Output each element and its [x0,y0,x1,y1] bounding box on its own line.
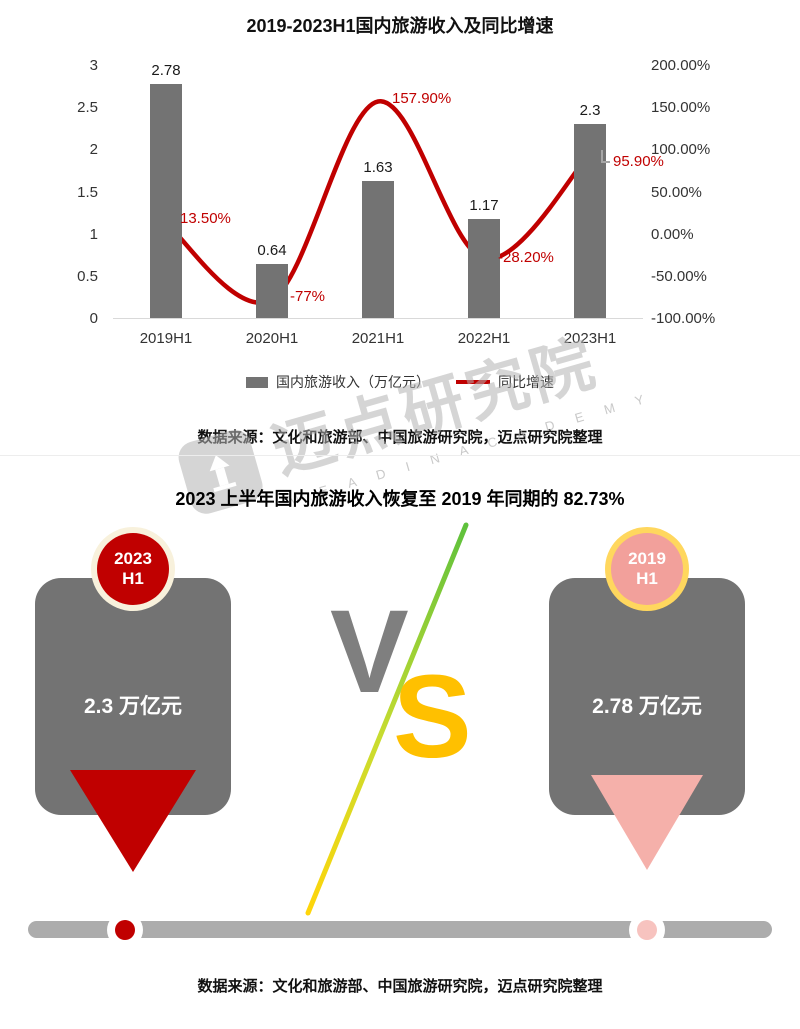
y-tick-right-6: -100.00% [651,310,716,327]
y-tick-left-4: 1 [89,225,98,243]
x-axis-label-2023H1: 2023H1 [563,330,617,347]
trend-label-2019H1: 13.50% [180,210,231,227]
comparison-infographic-section: 2023 上半年国内旅游收入恢复至 2019 年同期的 82.73% 2.3 万… [0,455,800,1029]
down-triangle-pink-icon [591,775,703,870]
label-connector [601,150,610,163]
timeline-bar [28,921,772,938]
right-axis: 200.00% 150.00% 100.00% 50.00% 0.00% -50.00% -… [651,57,746,327]
badge-2023h1-year: 2023 [114,549,152,569]
timeline-dot-2023-inner [115,920,135,940]
trend-label-2021H1: 157.90% [392,90,452,107]
revenue-chart-section: 2019-2023H1国内旅游收入及同比增速 3 2.5 2 1.5 1 0.5 0 200… [0,0,800,455]
bar-2023H1 [574,124,606,318]
badge-2023h1-inner: 2023 H1 [97,533,169,605]
trend-label-2020H1: -77% [290,288,326,305]
trend-line-chart [163,99,593,305]
badge-2019h1: 2019 H1 [605,527,689,611]
timeline-dot-2019-inner [637,920,657,940]
left-axis: 3 2.5 2 1.5 1 0.5 0 [38,57,98,327]
chart-title: 2019-2023H1国内旅游收入及同比增速 [246,16,554,36]
bar-2020H1 [256,264,288,318]
section-divider [0,455,800,456]
bar-swatch-icon [246,376,268,388]
y-tick-left-3: 1.5 [77,183,98,201]
bar-value-label-2021H1: 1.63 [363,158,393,176]
y-tick-right-1: 150.00% [651,99,711,117]
legend-item-line: 同比增速 [456,372,554,392]
bar-value-label-2023H1: 2.3 [579,102,601,120]
comparison-data-source: 数据来源：文化和旅游部、中国旅游研究院，迈点研究院整理 [197,978,603,995]
y-tick-left-2: 2 [89,141,98,159]
legend-item-bar: 国内旅游收入（万亿元） [246,372,430,392]
badge-2023h1-period: H1 [122,569,144,588]
diagonal-divider-line [305,522,469,916]
x-axis-label-2021H1: 2021H1 [351,330,405,347]
down-triangle-red-icon [70,770,196,872]
y-tick-left-6: 0 [89,310,98,327]
timeline-dot-2019 [629,912,665,948]
card-2023h1-value: 2.3 万亿元 [83,695,183,718]
trend-label-2023H1: 95.90% [613,153,664,170]
y-tick-left-5: 0.5 [77,267,98,285]
line-swatch-icon [456,380,490,384]
legend-bar-label: 国内旅游收入（万亿元） [276,374,430,390]
comparison-title: 2023 上半年国内旅游收入恢复至 2019 年同期的 82.73% [175,489,625,509]
bar-value-label-2020H1: 0.64 [257,242,287,260]
y-tick-left-1: 2.5 [77,99,98,117]
y-tick-right-4: 0.00% [651,225,694,243]
timeline-dot-2023 [107,912,143,948]
legend-line-label: 同比增速 [498,374,554,390]
vs-letter-s: S [393,651,472,783]
badge-2019h1-year: 2019 [628,549,666,569]
x-axis-label-2020H1: 2020H1 [245,330,299,347]
chart-plot-area: 2.78 2019H1 0.64 2020H1 1.63 2021H1 1.17 2022H1… [113,62,643,347]
x-axis-label-2019H1: 2019H1 [139,330,193,347]
y-tick-right-3: 50.00% [651,183,702,201]
bar-value-label-2019H1: 2.78 [151,61,181,79]
bar-2022H1 [468,219,500,318]
chart-legend: 国内旅游收入（万亿元） 同比增速 [0,372,800,392]
bar-value-label-2022H1: 1.17 [469,197,499,215]
badge-2019h1-period: H1 [636,569,658,588]
badge-2019h1-inner: 2019 H1 [611,533,683,605]
card-2023h1: 2.3 万亿元 [35,578,231,815]
y-tick-right-5: -50.00% [651,267,707,285]
badge-2023h1: 2023 H1 [91,527,175,611]
trend-line [163,99,593,305]
vs-letter-v: V [330,586,409,718]
bar-2019H1 [150,83,182,318]
y-tick-left-0: 3 [89,57,98,74]
bar-2021H1 [362,180,394,318]
card-2019h1-value: 2.78 万亿元 [592,695,702,718]
y-tick-right-2: 100.00% [651,141,711,159]
y-tick-right-0: 200.00% [651,57,711,74]
chart-data-source: 数据来源：文化和旅游部、中国旅游研究院，迈点研究院整理 [197,429,603,446]
trend-label-2022H1: -28.20% [498,249,554,266]
x-axis-label-2022H1: 2022H1 [457,330,511,347]
